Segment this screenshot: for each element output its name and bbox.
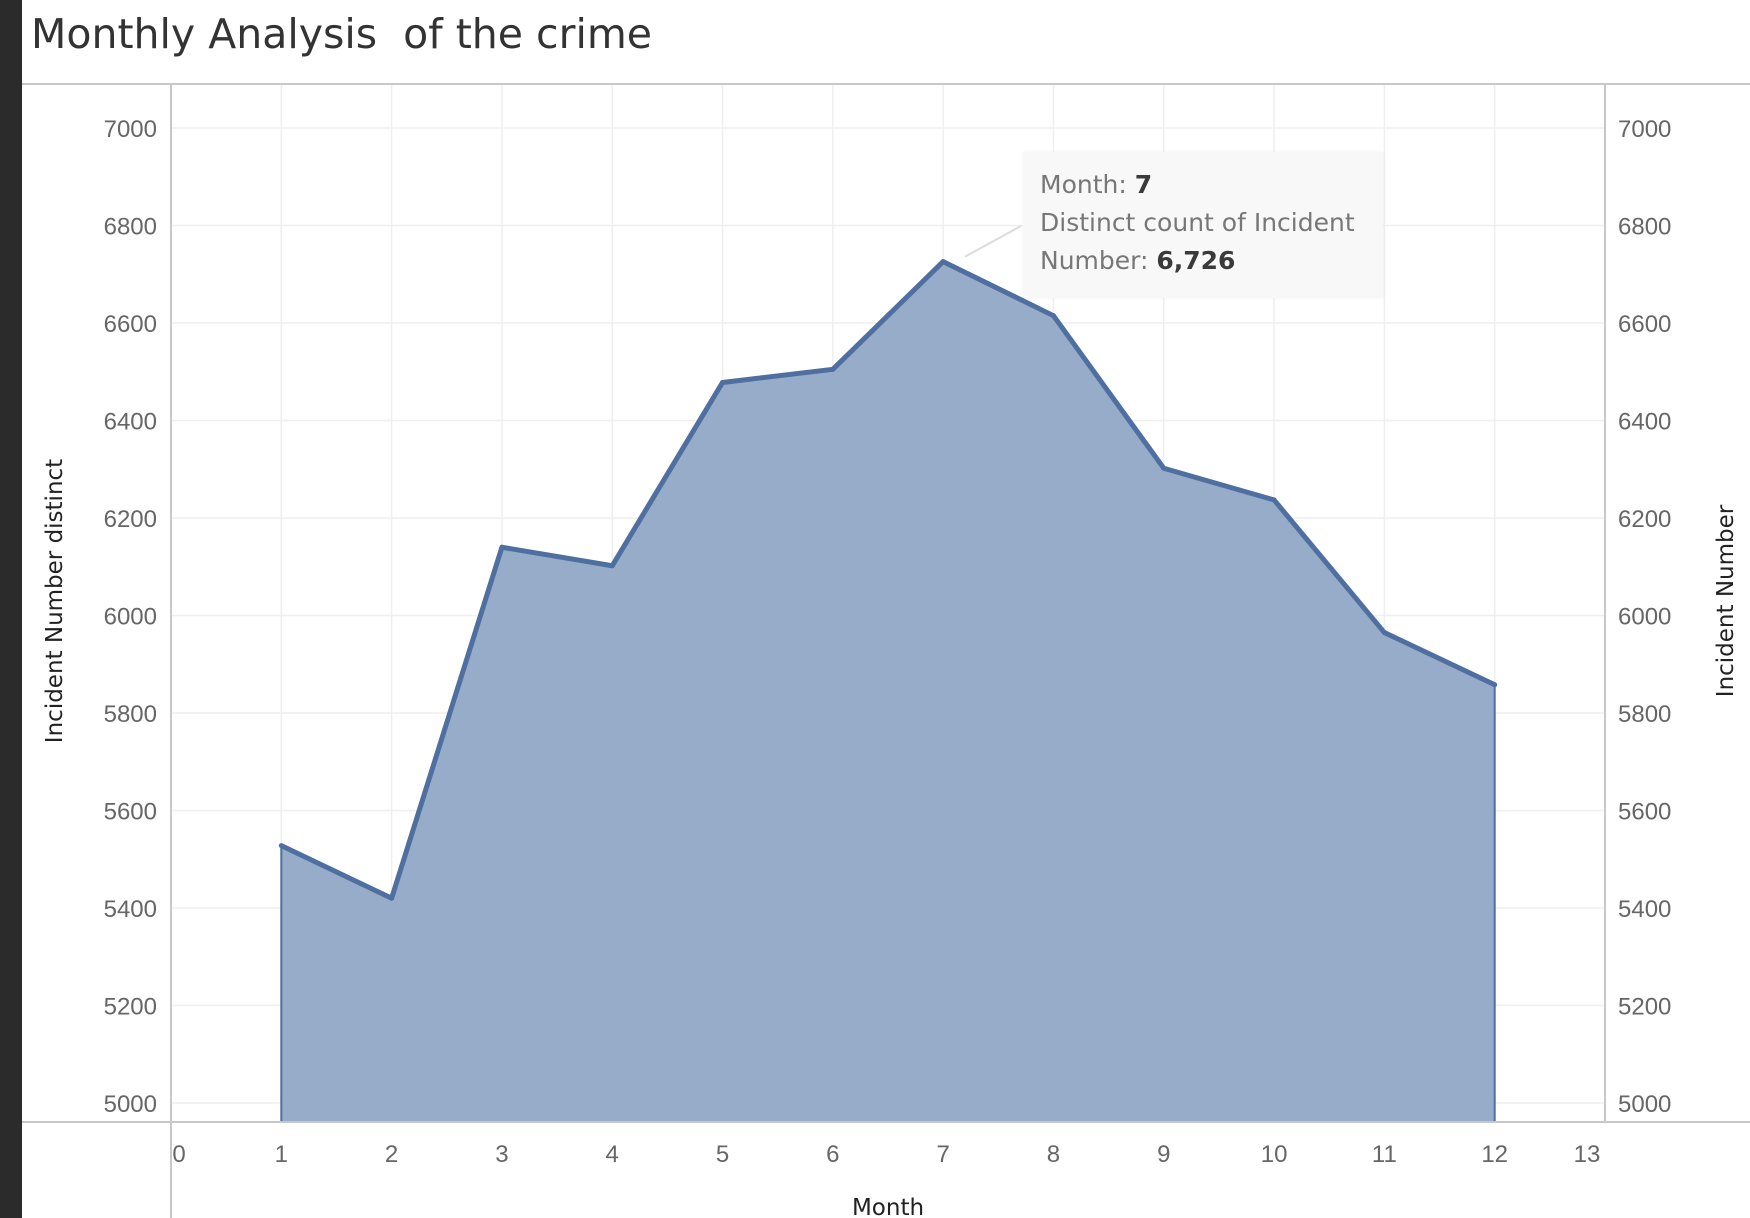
y-tick-label: 5800 <box>104 701 157 728</box>
data-point <box>1271 497 1277 503</box>
y-tick-label: 5600 <box>104 799 157 826</box>
area-fill <box>281 261 1495 1122</box>
tooltip-month-value: 7 <box>1134 170 1153 199</box>
data-point <box>389 895 395 901</box>
data-point <box>499 544 505 550</box>
tooltip-measure-line: Number: 6,726 <box>1040 246 1235 275</box>
x-tick-label: 12 <box>1481 1141 1508 1168</box>
y-tick-label: 6200 <box>104 506 157 533</box>
x-tick-label: 3 <box>495 1141 508 1168</box>
data-point <box>1050 313 1056 319</box>
y-right-tick-label: 5000 <box>1618 1091 1671 1118</box>
tooltip-measure-label-2: Number: <box>1040 246 1157 275</box>
y-tick-label: 6400 <box>104 409 157 436</box>
x-tick-label: 9 <box>1157 1141 1170 1168</box>
y-tick-label: 5400 <box>104 896 157 923</box>
data-point <box>609 563 615 569</box>
x-axis-title: Month <box>852 1195 924 1218</box>
y-tick-label: 7000 <box>104 116 157 143</box>
y-right-tick-label: 6400 <box>1618 409 1671 436</box>
y-right-tick-label: 6800 <box>1618 214 1671 241</box>
x-tick-label: 2 <box>385 1141 398 1168</box>
data-point <box>830 366 836 372</box>
tooltip-measure-label: Distinct count of Incident <box>1040 208 1355 237</box>
tooltip-pointer <box>964 225 1022 258</box>
y-axis-title-right: Incident Number <box>1713 504 1739 697</box>
y-right-tick-label: 6000 <box>1618 604 1671 631</box>
y-tick-label: 6000 <box>104 604 157 631</box>
y-right-tick-label: 6200 <box>1618 506 1671 533</box>
chart-title: Monthly Analysis of the crime <box>31 10 653 58</box>
x-tick-label: 13 <box>1574 1141 1601 1168</box>
y-tick-label: 5200 <box>104 994 157 1021</box>
x-tick-label: 5 <box>716 1141 729 1168</box>
data-point <box>1161 465 1167 471</box>
tooltip: Month: 7 Distinct count of Incident Numb… <box>1023 152 1383 298</box>
x-tick-label: 8 <box>1047 1141 1060 1168</box>
x-tick-label: 4 <box>606 1141 619 1168</box>
y-right-tick-label: 5400 <box>1618 896 1671 923</box>
data-point <box>720 379 726 385</box>
y-tick-label: 5000 <box>104 1091 157 1118</box>
data-point <box>278 843 284 849</box>
y-right-tick-label: 5600 <box>1618 799 1671 826</box>
x-tick-label: 0 <box>172 1141 185 1168</box>
x-tick-label: 11 <box>1372 1141 1397 1168</box>
window-edge-strip <box>0 0 22 1218</box>
tooltip-month-label: Month: <box>1040 170 1135 199</box>
y-axis-title: Incident Number distinct <box>42 459 68 743</box>
x-tick-label: 1 <box>275 1141 288 1168</box>
y-right-tick-label: 6600 <box>1618 311 1671 338</box>
x-tick-label: 7 <box>936 1141 949 1168</box>
x-tick-label: 10 <box>1261 1141 1288 1168</box>
series-line <box>280 259 1496 901</box>
y-tick-label: 6800 <box>104 214 157 241</box>
y-tick-label: 6600 <box>104 311 157 338</box>
data-point <box>1381 630 1387 636</box>
x-tick-label: 6 <box>826 1141 839 1168</box>
tooltip-measure-value: 6,726 <box>1156 246 1236 275</box>
y-right-tick-label: 5200 <box>1618 994 1671 1021</box>
tooltip-month-line: Month: 7 <box>1040 170 1152 199</box>
y-right-tick-label: 5800 <box>1618 701 1671 728</box>
y-right-tick-label: 7000 <box>1618 116 1671 143</box>
data-point <box>1492 682 1498 688</box>
data-point <box>940 259 946 265</box>
